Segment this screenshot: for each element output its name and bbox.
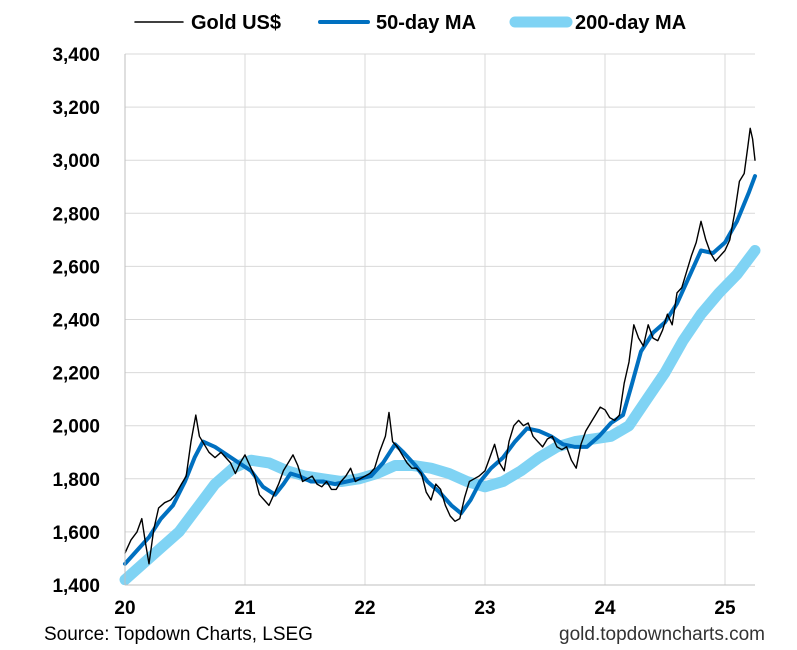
y-tick-label: 2,600 [52, 257, 100, 278]
legend: Gold US$ 50-day MA 200-day MA [134, 12, 686, 34]
series-line-gold-us [124, 127, 756, 565]
series-line-50-day-ma [123, 174, 757, 566]
series-line-200-day-ma [119, 245, 761, 586]
y-tick-label: 3,400 [52, 45, 100, 66]
y-tick-label: 3,000 [52, 151, 100, 172]
y-tick-label: 2,200 [52, 364, 100, 385]
website-label: gold.topdowncharts.com [559, 624, 765, 645]
x-tick-label: 24 [594, 598, 616, 619]
plot-area [119, 127, 761, 586]
x-tick-label: 20 [114, 598, 135, 619]
y-tick-label: 1,400 [52, 576, 100, 597]
legend-label: Gold US$ [191, 12, 281, 34]
y-tick-label: 3,200 [52, 98, 100, 119]
y-tick-label: 1,600 [52, 523, 100, 544]
y-tick-label: 2,000 [52, 417, 100, 438]
x-tick-label: 21 [234, 598, 256, 619]
gridlines [124, 53, 755, 586]
x-tick-label: 22 [354, 598, 375, 619]
y-tick-label: 2,400 [52, 311, 100, 332]
y-tick-label: 1,800 [52, 470, 100, 491]
axes: 1,400 1,600 1,800 2,000 2,200 2,400 2,600 2,800… [52, 45, 755, 619]
y-tick-label: 2,800 [52, 204, 100, 225]
legend-label: 200-day MA [575, 12, 686, 34]
legend-label: 50-day MA [376, 12, 476, 34]
x-tick-label: 23 [474, 598, 495, 619]
x-tick-label: 25 [714, 598, 736, 619]
source-note: Source: Topdown Charts, LSEG [44, 624, 313, 645]
